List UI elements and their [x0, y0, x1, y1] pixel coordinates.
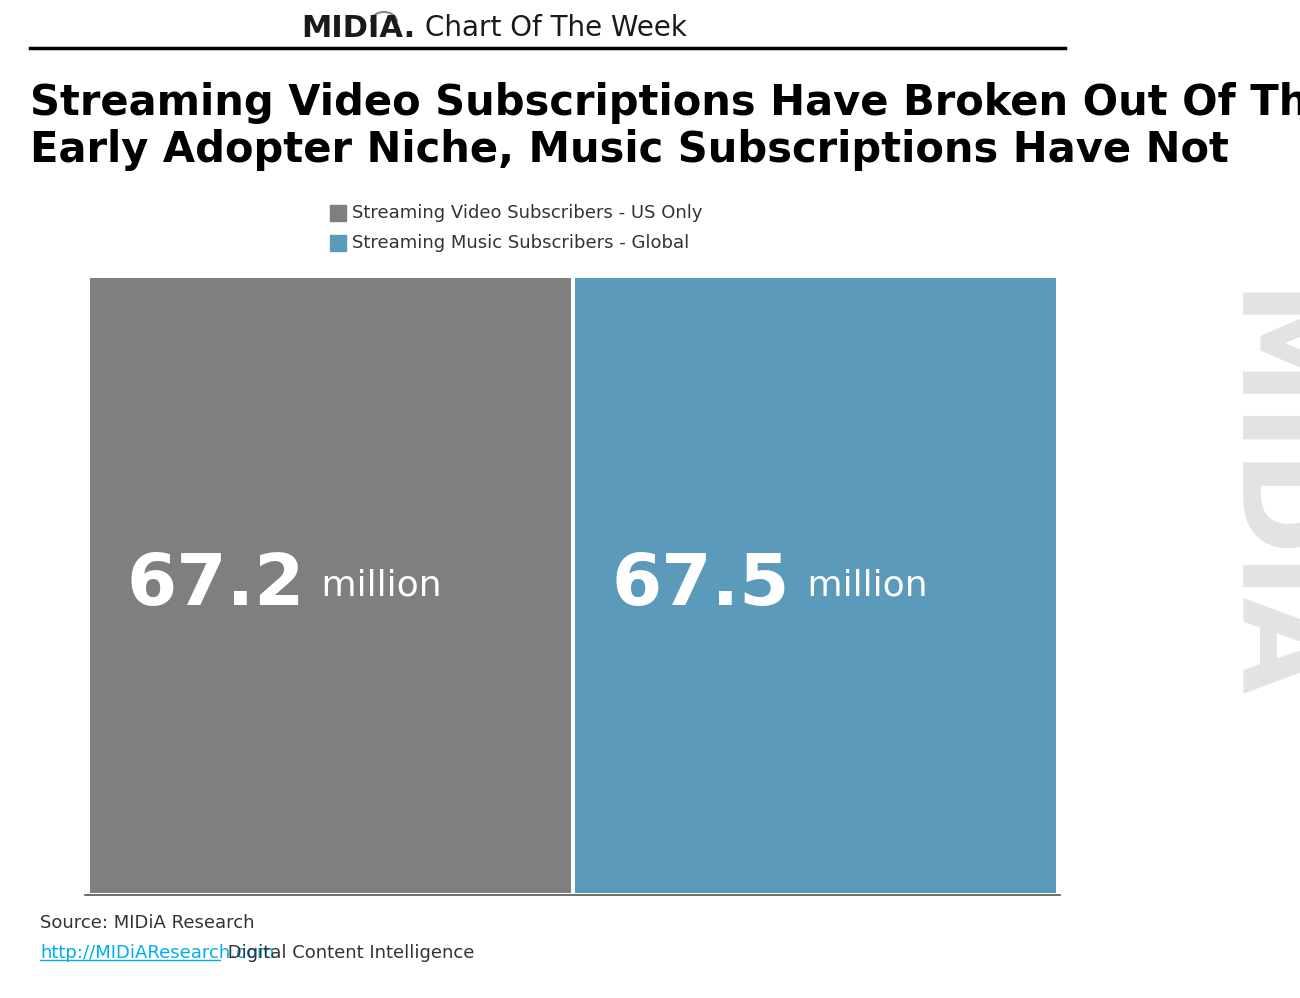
FancyBboxPatch shape: [90, 278, 571, 893]
Text: million: million: [796, 569, 927, 603]
FancyBboxPatch shape: [575, 278, 1056, 893]
Bar: [330, 235, 346, 251]
Text: Streaming Video Subscribers - US Only: Streaming Video Subscribers - US Only: [352, 204, 702, 222]
Text: MIDiA: MIDiA: [1205, 290, 1300, 706]
Text: Source: MIDiA Research: Source: MIDiA Research: [40, 914, 255, 932]
Text: Digital Content Intelligence: Digital Content Intelligence: [222, 944, 474, 962]
Bar: [330, 205, 346, 221]
Text: MIDIA.: MIDIA.: [300, 14, 415, 43]
Text: Streaming Music Subscribers - Global: Streaming Music Subscribers - Global: [352, 234, 689, 252]
Text: Early Adopter Niche, Music Subscriptions Have Not: Early Adopter Niche, Music Subscriptions…: [30, 129, 1228, 171]
Text: Streaming Video Subscriptions Have Broken Out Of The: Streaming Video Subscriptions Have Broke…: [30, 82, 1300, 124]
Text: million: million: [311, 569, 442, 603]
Text: 67.2: 67.2: [126, 551, 304, 620]
Text: 67.5: 67.5: [611, 551, 789, 620]
Text: http://MIDiAResearch.com: http://MIDiAResearch.com: [40, 944, 274, 962]
Text: Chart Of The Week: Chart Of The Week: [425, 14, 686, 42]
